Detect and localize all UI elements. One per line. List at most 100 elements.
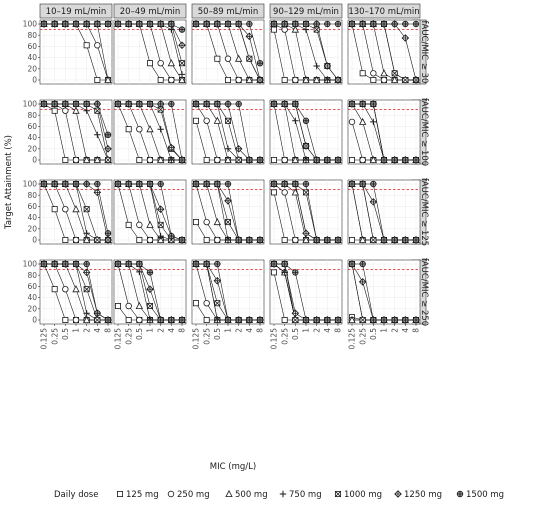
- x-tick-label: 0.125: [114, 328, 123, 350]
- data-point: [256, 236, 264, 244]
- facet-panel: [269, 19, 343, 85]
- data-point: [235, 54, 243, 62]
- facet-panel: [113, 19, 187, 85]
- data-point: [213, 116, 221, 124]
- legend-entry: 125 mg: [117, 490, 159, 500]
- data-point: [391, 316, 398, 324]
- data-point: [62, 236, 69, 243]
- y-tick-label: 100: [23, 20, 38, 29]
- data-point: [72, 236, 80, 244]
- legend-title: Daily dose: [54, 490, 98, 500]
- x-tick-label: 1: [302, 328, 311, 333]
- data-point: [157, 60, 164, 67]
- x-tick-label: 0.25: [50, 328, 59, 345]
- x-tick-label: 4: [167, 328, 176, 333]
- legend-label: 1250 mg: [404, 490, 442, 500]
- data-point: [146, 269, 154, 276]
- data-point: [157, 77, 164, 84]
- data-point: [93, 155, 101, 163]
- data-point: [369, 155, 377, 163]
- column-strip: 130–170 mL/min: [347, 3, 421, 19]
- y-tick-label: 40: [27, 53, 37, 62]
- data-point: [157, 100, 164, 108]
- data-point: [348, 180, 356, 188]
- legend: Daily dose 125 mg 250 mg 500 mg 750 mg 1000 …: [54, 489, 504, 500]
- data-point: [359, 156, 366, 164]
- data-point: [62, 180, 69, 188]
- data-point: [281, 269, 288, 276]
- data-point: [391, 236, 398, 244]
- data-point: [203, 117, 210, 124]
- x-tick-label: 8: [178, 328, 187, 333]
- y-tick-label: 20: [27, 64, 37, 73]
- panel-grid: [114, 20, 186, 84]
- data-point: [72, 106, 80, 114]
- data-point: [83, 206, 90, 213]
- data-point: [62, 107, 69, 114]
- data-point: [235, 236, 242, 244]
- data-point: [235, 156, 242, 163]
- data-point: [270, 20, 278, 28]
- data-point: [369, 198, 378, 206]
- data-point: [192, 20, 200, 28]
- data-point: [270, 269, 277, 276]
- data-point: [302, 156, 310, 164]
- data-point: [157, 316, 164, 324]
- data-point: [192, 117, 199, 124]
- data-point: [224, 145, 232, 152]
- data-point: [104, 75, 112, 83]
- x-tick-label: 0.125: [192, 328, 201, 350]
- data-point: [178, 60, 185, 67]
- data-point: [370, 180, 377, 188]
- x-tick-label: 1: [146, 328, 155, 333]
- y-tick-label: 20: [27, 304, 37, 313]
- data-point: [224, 20, 232, 28]
- facet-panel: [39, 99, 113, 165]
- data-point: [348, 100, 356, 108]
- y-tick-label: 80: [27, 111, 37, 120]
- data-point: [323, 62, 332, 70]
- data-point: [412, 20, 420, 28]
- data-point: [40, 180, 48, 188]
- data-point: [125, 20, 132, 28]
- legend-key: [394, 490, 402, 498]
- data-point: [281, 316, 288, 323]
- data-point: [94, 20, 101, 28]
- data-point: [72, 180, 80, 188]
- data-point: [270, 26, 277, 33]
- data-point: [246, 156, 253, 164]
- data-point: [402, 236, 409, 244]
- data-point: [192, 180, 200, 188]
- data-point: [281, 236, 288, 243]
- data-point: [62, 205, 69, 213]
- y-tick-label: 100: [23, 260, 38, 269]
- data-point: [359, 235, 367, 243]
- data-point: [168, 20, 175, 28]
- data-point: [125, 126, 132, 133]
- data-point: [281, 156, 288, 164]
- data-point: [291, 188, 299, 196]
- y-tick-label: 80: [27, 271, 37, 280]
- data-point: [82, 268, 91, 277]
- data-point: [125, 180, 132, 188]
- data-point: [62, 260, 69, 268]
- data-point: [40, 100, 48, 108]
- data-point: [412, 156, 420, 164]
- data-point: [72, 205, 80, 213]
- data-point: [246, 236, 253, 244]
- column-strip: 50–89 mL/min: [191, 3, 265, 19]
- data-point: [235, 316, 242, 324]
- data-point: [203, 300, 210, 307]
- facet-panel: [113, 179, 187, 245]
- data-point: [402, 316, 409, 324]
- data-point: [224, 100, 232, 108]
- data-point: [348, 156, 355, 163]
- data-point: [94, 107, 101, 114]
- data-point: [370, 316, 377, 324]
- data-point: [83, 315, 91, 323]
- data-point: [94, 42, 101, 49]
- data-point: [168, 100, 175, 108]
- x-tick-label: 0.125: [270, 328, 279, 350]
- facet-panel: [347, 99, 421, 165]
